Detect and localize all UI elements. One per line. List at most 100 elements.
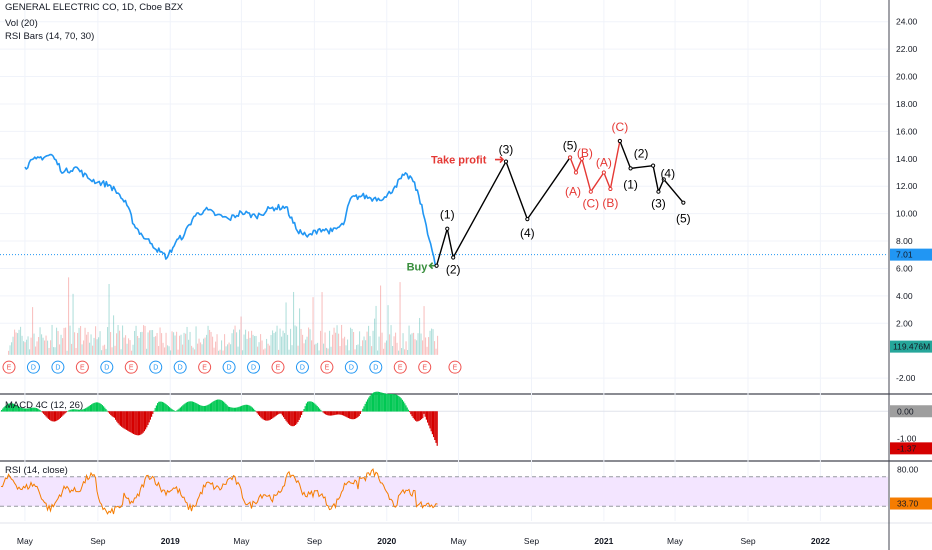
macd-bar <box>155 405 157 412</box>
volume-bar <box>395 332 397 355</box>
macd-bar <box>69 409 71 412</box>
volume-bar <box>143 325 145 355</box>
y-tick-label: 14.00 <box>896 154 918 164</box>
volume-bar <box>126 343 128 355</box>
x-tick-label: May <box>451 536 468 546</box>
event-marker-label: E <box>453 365 458 372</box>
volume-bar <box>420 333 422 355</box>
macd-bar <box>394 394 396 412</box>
macd-bar <box>53 411 55 422</box>
macd-bar <box>375 391 377 412</box>
macd-bar <box>319 408 321 412</box>
volume-bar <box>431 328 433 355</box>
wave-label: (4) <box>520 226 535 240</box>
macd-bar <box>37 408 39 412</box>
volume-bar <box>167 345 169 355</box>
macd-bar <box>313 402 315 412</box>
volume-bar <box>149 330 151 355</box>
macd-bar <box>220 400 222 412</box>
x-tick-label: Sep <box>524 536 539 546</box>
volume-bar <box>242 350 244 355</box>
macd-bar <box>163 402 165 412</box>
price-axis[interactable]: 24.00 22.00 20.00 18.00 16.00 14.00 12.00 10.00… <box>890 17 932 510</box>
macd-bar <box>147 411 149 425</box>
macd-bar <box>89 405 91 412</box>
volume-bar <box>123 337 125 355</box>
event-marker <box>100 360 114 374</box>
volume-bar <box>237 346 239 355</box>
macd-bar <box>430 411 432 432</box>
decline-wave-point <box>617 138 622 144</box>
macd-bar <box>311 401 313 412</box>
macd-bar <box>173 410 175 412</box>
volume-bar <box>138 337 140 355</box>
volume-bar <box>191 345 193 355</box>
volume-bar <box>288 349 290 355</box>
macd-bar <box>145 411 147 430</box>
macd-bar <box>148 411 150 423</box>
macd-bar <box>363 406 365 412</box>
macd-bar <box>417 411 419 422</box>
volume-bar <box>195 326 197 355</box>
volume-bar <box>246 338 248 355</box>
macd-bar <box>4 405 6 412</box>
volume-bar <box>335 332 337 355</box>
macd-bar <box>25 408 27 412</box>
volume-bar <box>24 342 26 355</box>
volume-bar <box>206 334 208 355</box>
macd-bar <box>358 411 360 416</box>
volume-bar <box>243 334 245 355</box>
volume-bar <box>222 350 224 355</box>
macd-bar <box>263 411 265 421</box>
volume-bar <box>377 350 379 355</box>
macd-panel[interactable] <box>0 391 888 446</box>
macd-bar <box>274 411 276 417</box>
rsi-panel[interactable] <box>0 468 888 515</box>
macd-bar <box>310 401 312 412</box>
macd-bar <box>261 411 263 419</box>
volume-bar <box>200 342 202 355</box>
volume-bar <box>303 343 305 355</box>
macd-bar <box>71 409 73 412</box>
macd-bar <box>215 399 217 412</box>
volume-bar <box>270 335 272 355</box>
volume-bar <box>371 346 373 355</box>
macd-bar <box>154 408 156 412</box>
x-tick-label: Sep <box>307 536 322 546</box>
volume-bar <box>180 334 182 355</box>
macd-bar <box>13 403 15 412</box>
volume-bar <box>399 282 401 355</box>
rsi-band <box>0 476 888 507</box>
impulse-wave-point <box>451 255 456 260</box>
macd-bar <box>326 411 328 415</box>
decline-wave-point <box>681 200 686 205</box>
volume-bar <box>278 349 280 355</box>
macd-bar <box>20 407 22 412</box>
macd-bar <box>214 400 216 412</box>
volume-bar <box>33 333 35 355</box>
event-marker-label: E <box>129 365 134 372</box>
volume-bar <box>21 335 23 355</box>
volume-bar <box>80 326 82 355</box>
macd-bar <box>316 405 318 412</box>
price-panel[interactable]: E D D E D E D D E D D E D E D D E E E(1)(2)(3)(4)(5)(A)(B)… <box>0 120 888 374</box>
macd-bar <box>291 411 293 427</box>
volume-bar <box>353 332 355 355</box>
volume-bar <box>68 277 70 355</box>
volume-bar <box>275 331 277 355</box>
macd-bar <box>16 405 18 412</box>
time-axis[interactable]: May Sep 2019 May Sep 2020 May Sep 2021 May Sep 2022 <box>17 536 830 546</box>
event-marker <box>51 360 65 374</box>
macd-bar <box>301 411 303 415</box>
macd-bar <box>171 409 173 412</box>
macd-bar <box>339 411 341 415</box>
macd-bar <box>435 411 437 443</box>
macd-bar <box>352 411 354 420</box>
wave-label: (3) <box>499 143 514 157</box>
y-tick-label: 18.00 <box>896 99 918 109</box>
volume-bar <box>341 324 343 355</box>
correction-wave-point <box>608 186 613 192</box>
macd-bar <box>325 411 327 415</box>
macd-bar <box>423 411 425 414</box>
